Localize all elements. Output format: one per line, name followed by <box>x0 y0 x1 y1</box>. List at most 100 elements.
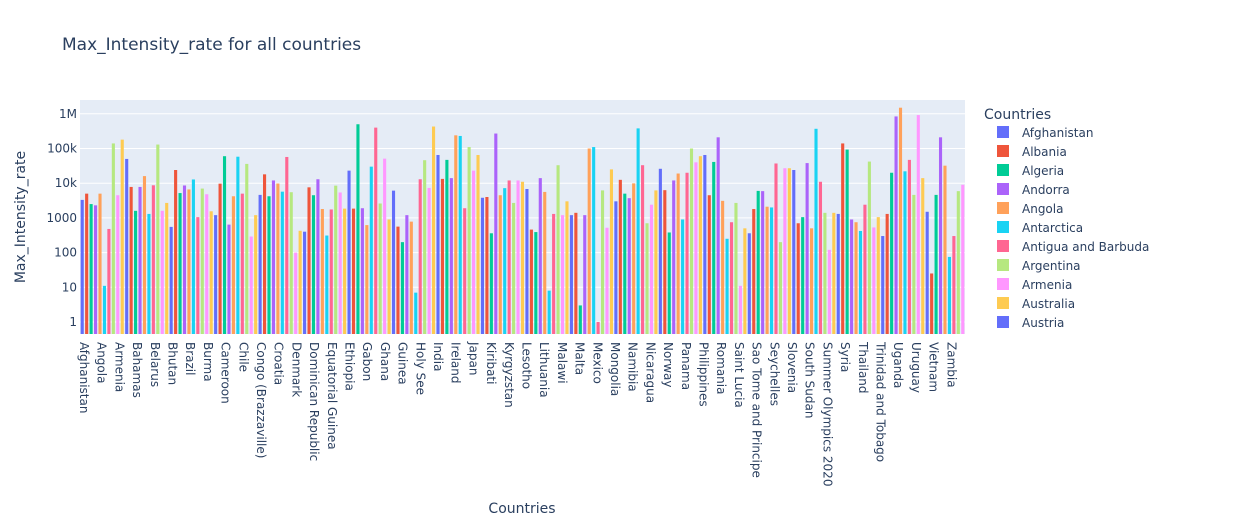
bar[interactable] <box>214 215 218 334</box>
bar[interactable] <box>485 197 489 334</box>
bar[interactable] <box>636 128 640 334</box>
bar[interactable] <box>294 252 298 334</box>
bar[interactable] <box>378 203 382 334</box>
bar[interactable] <box>458 135 462 334</box>
bar[interactable] <box>663 190 667 334</box>
bar[interactable] <box>756 190 760 334</box>
bar[interactable] <box>276 183 280 335</box>
bar[interactable] <box>930 273 934 334</box>
bar[interactable] <box>129 186 133 334</box>
bar[interactable] <box>529 229 533 334</box>
legend-swatch[interactable] <box>997 221 1009 233</box>
bar[interactable] <box>560 215 565 334</box>
bar[interactable] <box>80 199 84 334</box>
bar[interactable] <box>316 179 320 334</box>
bar[interactable] <box>890 172 894 334</box>
bar[interactable] <box>516 180 520 334</box>
bar[interactable] <box>107 228 111 334</box>
bar[interactable] <box>187 189 191 334</box>
legend-item-label[interactable]: Albania <box>1022 145 1067 159</box>
bar[interactable] <box>480 197 485 334</box>
bar[interactable] <box>156 144 160 334</box>
bar[interactable] <box>440 178 444 334</box>
bar[interactable] <box>498 195 502 334</box>
bar[interactable] <box>205 194 209 334</box>
bar[interactable] <box>289 192 293 334</box>
legend-swatch[interactable] <box>997 164 1009 176</box>
bar[interactable] <box>174 170 178 334</box>
bar[interactable] <box>151 185 155 334</box>
bar[interactable] <box>347 170 351 334</box>
bar[interactable] <box>427 187 431 334</box>
bar[interactable] <box>94 205 98 334</box>
bar[interactable] <box>98 193 102 334</box>
bar[interactable] <box>147 213 151 334</box>
bar[interactable] <box>841 143 845 334</box>
bar[interactable] <box>645 223 649 334</box>
bar[interactable] <box>409 221 413 334</box>
bar[interactable] <box>734 202 738 334</box>
bar[interactable] <box>858 230 863 334</box>
bar[interactable] <box>934 194 938 334</box>
bar[interactable] <box>387 219 391 334</box>
bar[interactable] <box>956 191 960 334</box>
bar[interactable] <box>658 168 662 334</box>
bar[interactable] <box>912 194 916 334</box>
bar[interactable] <box>396 226 400 334</box>
bar[interactable] <box>476 154 480 334</box>
bar[interactable] <box>102 285 107 334</box>
bar[interactable] <box>689 148 694 335</box>
legend-item-label[interactable]: Antarctica <box>1022 221 1083 235</box>
legend-item-label[interactable]: Armenia <box>1022 278 1072 292</box>
bar[interactable] <box>356 124 360 334</box>
bar[interactable] <box>952 236 956 334</box>
bar[interactable] <box>738 285 742 334</box>
bar[interactable] <box>200 188 204 334</box>
bar[interactable] <box>414 292 418 334</box>
bar[interactable] <box>369 166 373 334</box>
legend-swatch[interactable] <box>997 259 1009 271</box>
bar[interactable] <box>916 115 920 334</box>
bar[interactable] <box>565 201 569 334</box>
bar[interactable] <box>374 127 378 334</box>
bar[interactable] <box>307 187 311 334</box>
bar[interactable] <box>503 188 507 334</box>
bar[interactable] <box>138 186 142 334</box>
bar[interactable] <box>120 139 124 334</box>
bar[interactable] <box>743 228 747 334</box>
bar[interactable] <box>271 180 276 334</box>
bar[interactable] <box>583 215 587 334</box>
bar[interactable] <box>769 207 774 334</box>
bar[interactable] <box>712 161 716 334</box>
bar[interactable] <box>961 184 965 334</box>
bar[interactable] <box>196 217 200 334</box>
bar[interactable] <box>298 230 302 334</box>
bar[interactable] <box>943 165 947 334</box>
bar[interactable] <box>267 196 271 334</box>
bar[interactable] <box>365 225 369 334</box>
bar[interactable] <box>400 242 404 334</box>
bar[interactable] <box>947 256 951 334</box>
bar[interactable] <box>543 191 547 334</box>
bar[interactable] <box>623 193 627 334</box>
bar[interactable] <box>351 208 356 334</box>
bar[interactable] <box>765 206 769 334</box>
bar[interactable] <box>227 224 231 334</box>
bar[interactable] <box>641 165 645 334</box>
bar[interactable] <box>507 180 511 334</box>
bar[interactable] <box>391 190 396 334</box>
bar[interactable] <box>574 212 578 334</box>
bar[interactable] <box>343 208 347 334</box>
bar[interactable] <box>761 191 765 334</box>
bar[interactable] <box>547 290 551 334</box>
bar[interactable] <box>534 232 538 334</box>
bar[interactable] <box>796 223 800 334</box>
bar[interactable] <box>747 233 751 334</box>
bar[interactable] <box>449 178 453 334</box>
bar[interactable] <box>472 170 476 334</box>
bar[interactable] <box>703 154 707 334</box>
bar[interactable] <box>632 183 636 334</box>
bar[interactable] <box>525 189 529 334</box>
bar[interactable] <box>285 156 289 334</box>
bar[interactable] <box>240 193 244 334</box>
